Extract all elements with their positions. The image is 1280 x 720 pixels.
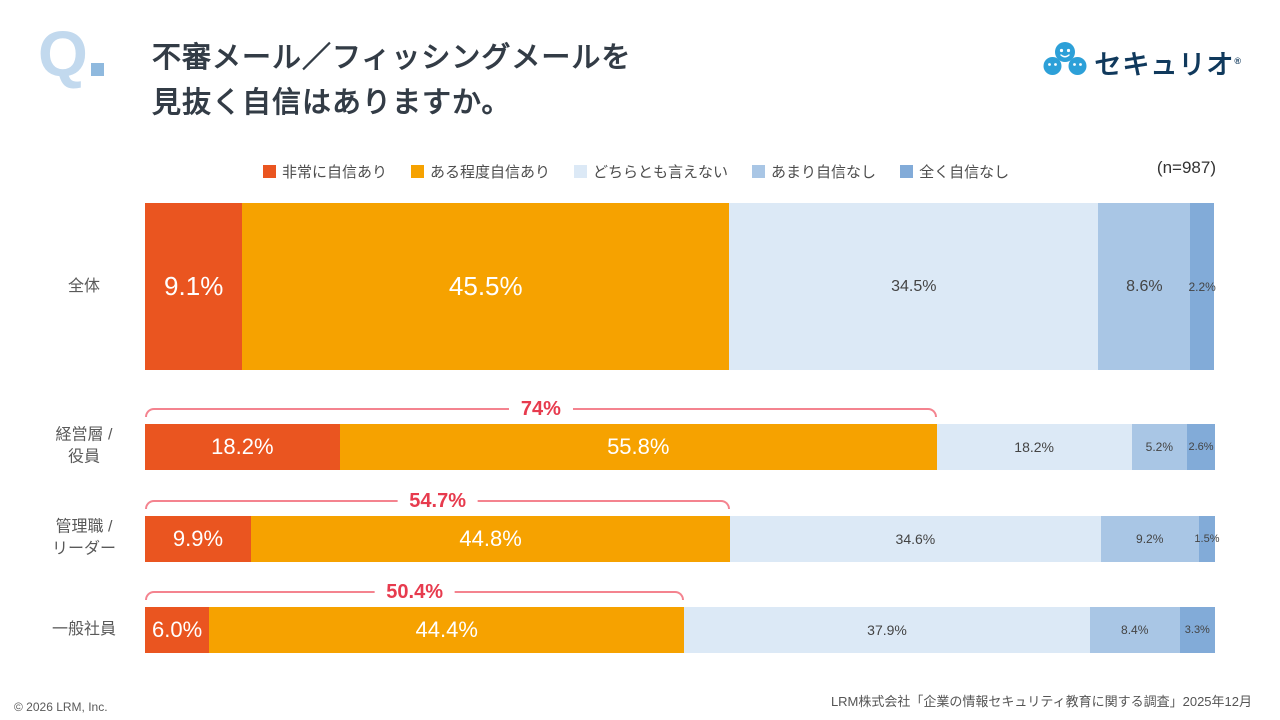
sum-bracket: 54.7% xyxy=(145,490,731,512)
bar-segment: 44.8% xyxy=(250,516,731,562)
segment-value: 6.0% xyxy=(152,617,203,642)
bar-row: 9.1% 45.5% 34.5% 8.6% 2.2% xyxy=(145,203,1216,370)
securio-logo: セキュリオ® xyxy=(1042,40,1242,85)
bar-segment: 55.8% xyxy=(339,424,937,470)
bar-segment: 34.5% xyxy=(729,203,1099,370)
bar-segment: 2.2% xyxy=(1188,203,1216,370)
segment-value: 34.6% xyxy=(895,531,936,547)
bar-segment: 45.5% xyxy=(242,203,730,370)
question-dot xyxy=(90,63,104,76)
segment-value: 18.2% xyxy=(1014,439,1054,455)
legend-label: 非常に自信あり xyxy=(282,164,388,181)
bar-segment: 18.2% xyxy=(936,424,1132,470)
legend-item: どちらとも言えない xyxy=(574,161,728,182)
legend-item: 非常に自信あり xyxy=(263,161,387,182)
bar-segment: 37.9% xyxy=(684,607,1090,653)
legend-label: あまり自信なし xyxy=(771,164,877,181)
legend-label: どちらとも言えない xyxy=(593,164,729,181)
segment-value: 44.8% xyxy=(459,526,522,551)
legend-swatch xyxy=(263,165,276,178)
legend-swatch xyxy=(574,165,588,178)
segment-value: 44.4% xyxy=(415,617,478,642)
segment-value: 37.9% xyxy=(867,622,907,638)
registered-mark: ® xyxy=(1234,56,1242,66)
chart-legend: 非常に自信あり ある程度自信あり どちらとも言えない あまり自信なし 全く自信なし xyxy=(263,161,1009,182)
bar-segment: 9.9% xyxy=(145,516,251,562)
securio-logo-icon xyxy=(1042,40,1088,85)
bar-segment: 2.6% xyxy=(1187,424,1215,470)
segment-value: 18.2% xyxy=(211,434,274,459)
securio-logo-text: セキュリオ® xyxy=(1094,50,1242,80)
legend-label: 全く自信なし xyxy=(919,164,1010,181)
legend-swatch xyxy=(900,165,914,178)
bar-segment: 18.2% xyxy=(145,424,340,470)
sum-bracket-label: 74% xyxy=(508,398,573,420)
legend-label: ある程度自信あり xyxy=(430,164,551,181)
segment-value: 2.6% xyxy=(1188,441,1214,453)
sum-bracket-label: 50.4% xyxy=(374,581,455,603)
legend-swatch xyxy=(411,165,425,178)
bar-segment: 44.4% xyxy=(209,607,685,653)
segment-value: 34.5% xyxy=(891,277,937,295)
segment-value: 55.8% xyxy=(607,434,670,459)
sum-bracket: 50.4% xyxy=(145,581,685,603)
segment-value: 2.2% xyxy=(1188,279,1216,294)
source-text: LRM株式会社「企業の情報セキュリティ教育に関する調査」2025年12月 xyxy=(830,694,1252,709)
bar-row: 18.2% 55.8% 18.2% 5.2% 2.6% xyxy=(145,424,1215,470)
title-line-2: 見抜く自信はありますか。 xyxy=(152,86,512,119)
row-label: 全体 xyxy=(67,277,100,295)
legend-item: 全く自信なし xyxy=(900,161,1009,182)
bar-row: 6.0% 44.4% 37.9% 8.4% 3.3% xyxy=(145,607,1215,653)
row-label: 一般社員 xyxy=(51,620,116,638)
segment-value: 9.9% xyxy=(172,526,224,551)
bar-segment: 1.5% xyxy=(1194,516,1220,562)
segment-value: 5.2% xyxy=(1145,440,1173,454)
legend-item: ある程度自信あり xyxy=(411,161,550,182)
bar-segment: 6.0% xyxy=(145,607,210,653)
segment-value: 8.6% xyxy=(1126,277,1163,295)
bar-segment: 3.3% xyxy=(1179,607,1215,653)
question-mark: Q xyxy=(38,22,104,86)
bar-segment: 5.2% xyxy=(1131,424,1188,470)
bar-segment: 8.4% xyxy=(1089,607,1180,653)
bar-segment: 8.6% xyxy=(1098,203,1191,370)
bar-segment: 9.1% xyxy=(145,203,243,370)
copyright-text: © 2026 LRM, Inc. xyxy=(14,700,108,714)
sum-bracket: 74% xyxy=(145,398,937,420)
segment-value: 9.1% xyxy=(164,271,224,301)
title-line-1: 不審メール／フィッシングメールを xyxy=(152,42,632,74)
bar-segment: 34.6% xyxy=(730,516,1101,562)
row-label: 経営層 / 役員 xyxy=(55,426,113,466)
sum-bracket-label: 54.7% xyxy=(397,490,478,512)
segment-value: 45.5% xyxy=(448,271,523,301)
row-label: 管理職 / リーダー xyxy=(51,518,116,558)
legend-swatch xyxy=(752,165,766,178)
legend-item: あまり自信なし xyxy=(752,161,876,182)
segment-value: 1.5% xyxy=(1194,533,1220,545)
bar-segment: 9.2% xyxy=(1100,516,1199,562)
segment-value: 8.4% xyxy=(1121,623,1149,637)
segment-value: 3.3% xyxy=(1184,624,1210,636)
sample-size-label: (n=987) xyxy=(1156,158,1216,177)
bar-row: 9.9% 44.8% 34.6% 9.2% 1.5% xyxy=(145,516,1220,562)
page-title: 不審メール／フィッシングメールを 見抜く自信はありますか。 xyxy=(152,36,631,126)
segment-value: 9.2% xyxy=(1136,532,1164,546)
